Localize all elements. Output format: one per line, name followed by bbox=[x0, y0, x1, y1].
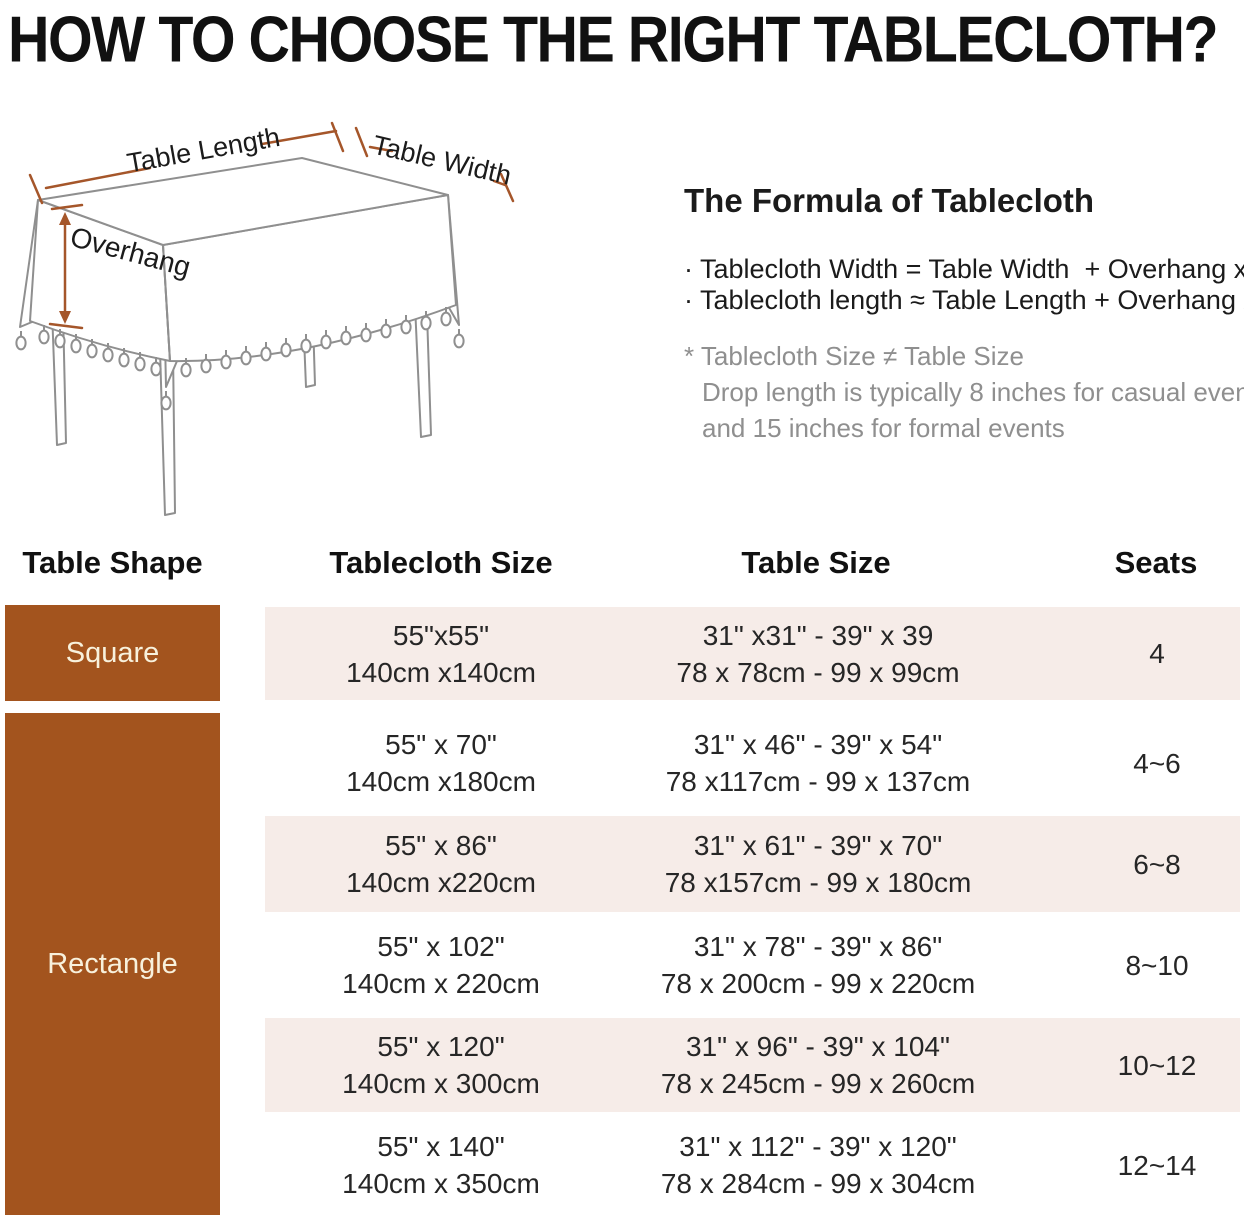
table-size-inches: 31" x 96" - 39" x 104" bbox=[686, 1031, 950, 1062]
tablecloth-diagram: Table Length Table Width Overhang bbox=[15, 121, 515, 516]
column-header-seats: Seats bbox=[1114, 545, 1198, 580]
table-row: 55" x 70" 140cm x180cm 31" x 46" - 39" x… bbox=[265, 713, 1240, 813]
seats-cell: 4~6 bbox=[1133, 747, 1181, 779]
tablecloth-size-inches: 55"x55" bbox=[392, 619, 490, 651]
tablecloth-size-cm: 140cm x180cm bbox=[346, 766, 536, 797]
table-size-cell: 31" x 112" - 39" x 120" 78 x 284cm - 99 … bbox=[643, 1115, 993, 1215]
formula-section: The Formula of Tablecloth · Tablecloth W… bbox=[684, 182, 1244, 446]
table-size-cm: 78 x 245cm - 99 x 260cm bbox=[660, 1068, 976, 1099]
tablecloth-size-cm: 140cm x140cm bbox=[346, 656, 536, 688]
tablecloth-size-cell: 55" x 86" 140cm x220cm bbox=[291, 816, 591, 912]
table-row: 55" x 86" 140cm x220cm 31" x 61" - 39" x… bbox=[265, 816, 1240, 912]
seats-cell: 12~14 bbox=[1117, 1149, 1197, 1181]
formula-rule-width: · Tablecloth Width = Table Width + Overh… bbox=[684, 254, 1244, 284]
tablecloth-size-cm: 140cm x 300cm bbox=[342, 1068, 540, 1099]
table-row: 55" x 140" 140cm x 350cm 31" x 112" - 39… bbox=[265, 1115, 1240, 1215]
tablecloth-size-cm: 140cm x 350cm bbox=[342, 1168, 540, 1199]
formula-rules: · Tablecloth Width = Table Width + Overh… bbox=[684, 254, 1244, 316]
table-size-cm: 78 x157cm - 99 x 180cm bbox=[664, 867, 972, 898]
table-size-inches: 31" x 112" - 39" x 120" bbox=[679, 1131, 957, 1162]
seats-cell: 6~8 bbox=[1133, 848, 1181, 880]
tablecloth-size-inches: 55" x 102" bbox=[377, 931, 505, 962]
table-size-cell: 31" x 78" - 39" x 86" 78 x 200cm - 99 x … bbox=[643, 915, 993, 1015]
table-row: 55"x55" 140cm x140cm 31" x31" - 39" x 39… bbox=[265, 607, 1240, 700]
tablecloth-drawing bbox=[19, 157, 460, 388]
note-formal-events: and 15 inches for formal events bbox=[702, 413, 1065, 443]
tablecloth-size-inches: 55" x 70" bbox=[385, 729, 497, 760]
tablecloth-size-inches: 55" x 140" bbox=[377, 1131, 505, 1162]
seats-cell: 4 bbox=[1149, 638, 1165, 669]
table-size-cm: 78 x 78cm - 99 x 99cm bbox=[676, 656, 960, 688]
table-size-cell: 31" x31" - 39" x 39 78 x 78cm - 99 x 99c… bbox=[643, 607, 993, 700]
table-size-inches: 31" x 46" - 39" x 54" bbox=[693, 729, 943, 760]
column-header-tablecloth-size: Tablecloth Size bbox=[329, 545, 553, 580]
overhang-arrow bbox=[48, 203, 84, 330]
tablecloth-size-inches: 55" x 86" bbox=[385, 830, 497, 861]
table-row: 55" x 102" 140cm x 220cm 31" x 78" - 39"… bbox=[265, 915, 1240, 1015]
table-size-cell: 31" x 96" - 39" x 104" 78 x 245cm - 99 x… bbox=[643, 1018, 993, 1112]
table-size-inches: 31" x 61" - 39" x 70" bbox=[693, 830, 943, 861]
column-header-table-shape: Table Shape bbox=[22, 545, 203, 580]
tablecloth-size-cm: 140cm x 220cm bbox=[342, 968, 540, 999]
tablecloth-size-cell: 55" x 102" 140cm x 220cm bbox=[291, 915, 591, 1015]
table-size-cm: 78 x 284cm - 99 x 304cm bbox=[660, 1168, 976, 1199]
formula-heading: The Formula of Tablecloth bbox=[684, 182, 1095, 219]
seats-cell: 8~10 bbox=[1125, 949, 1189, 981]
table-size-inches: 31" x31" - 39" x 39 bbox=[702, 619, 934, 651]
shape-cell-square: Square bbox=[5, 605, 220, 701]
tablecloth-size-cell: 55" x 120" 140cm x 300cm bbox=[291, 1018, 591, 1112]
formula-notes: * Tablecloth Size ≠ Table Size Drop leng… bbox=[684, 338, 1244, 446]
formula-rule-length: · Tablecloth length ≈ Table Length + Ove… bbox=[684, 285, 1244, 315]
note-size-inequality: * Tablecloth Size ≠ Table Size bbox=[684, 341, 1024, 371]
note-drop-length: Drop length is typically 8 inches for ca… bbox=[702, 377, 1244, 407]
table-size-inches: 31" x 78" - 39" x 86" bbox=[693, 931, 943, 962]
dimension-lines bbox=[28, 121, 515, 205]
page-title: HOW TO CHOOSE THE RIGHT TABLECLOTH? bbox=[8, 3, 1219, 76]
table-size-cm: 78 x 200cm - 99 x 220cm bbox=[660, 968, 976, 999]
shape-label-rectangle: Rectangle bbox=[47, 947, 178, 980]
tablecloth-size-inches: 55" x 120" bbox=[377, 1031, 505, 1062]
seats-cell: 10~12 bbox=[1117, 1049, 1197, 1081]
table-size-cell: 31" x 46" - 39" x 54" 78 x117cm - 99 x 1… bbox=[643, 713, 993, 813]
table-row: 55" x 120" 140cm x 300cm 31" x 96" - 39"… bbox=[265, 1018, 1240, 1112]
tablecloth-size-cell: 55"x55" 140cm x140cm bbox=[291, 607, 591, 700]
table-size-cm: 78 x117cm - 99 x 137cm bbox=[665, 766, 971, 797]
shape-label-square: Square bbox=[65, 636, 160, 669]
tablecloth-size-cell: 55" x 140" 140cm x 350cm bbox=[291, 1115, 591, 1215]
tablecloth-size-cell: 55" x 70" 140cm x180cm bbox=[291, 713, 591, 813]
table-size-cell: 31" x 61" - 39" x 70" 78 x157cm - 99 x 1… bbox=[643, 816, 993, 912]
column-header-table-size: Table Size bbox=[741, 545, 891, 580]
shape-cell-rectangle: Rectangle bbox=[5, 713, 220, 1215]
tablecloth-size-cm: 140cm x220cm bbox=[346, 867, 536, 898]
